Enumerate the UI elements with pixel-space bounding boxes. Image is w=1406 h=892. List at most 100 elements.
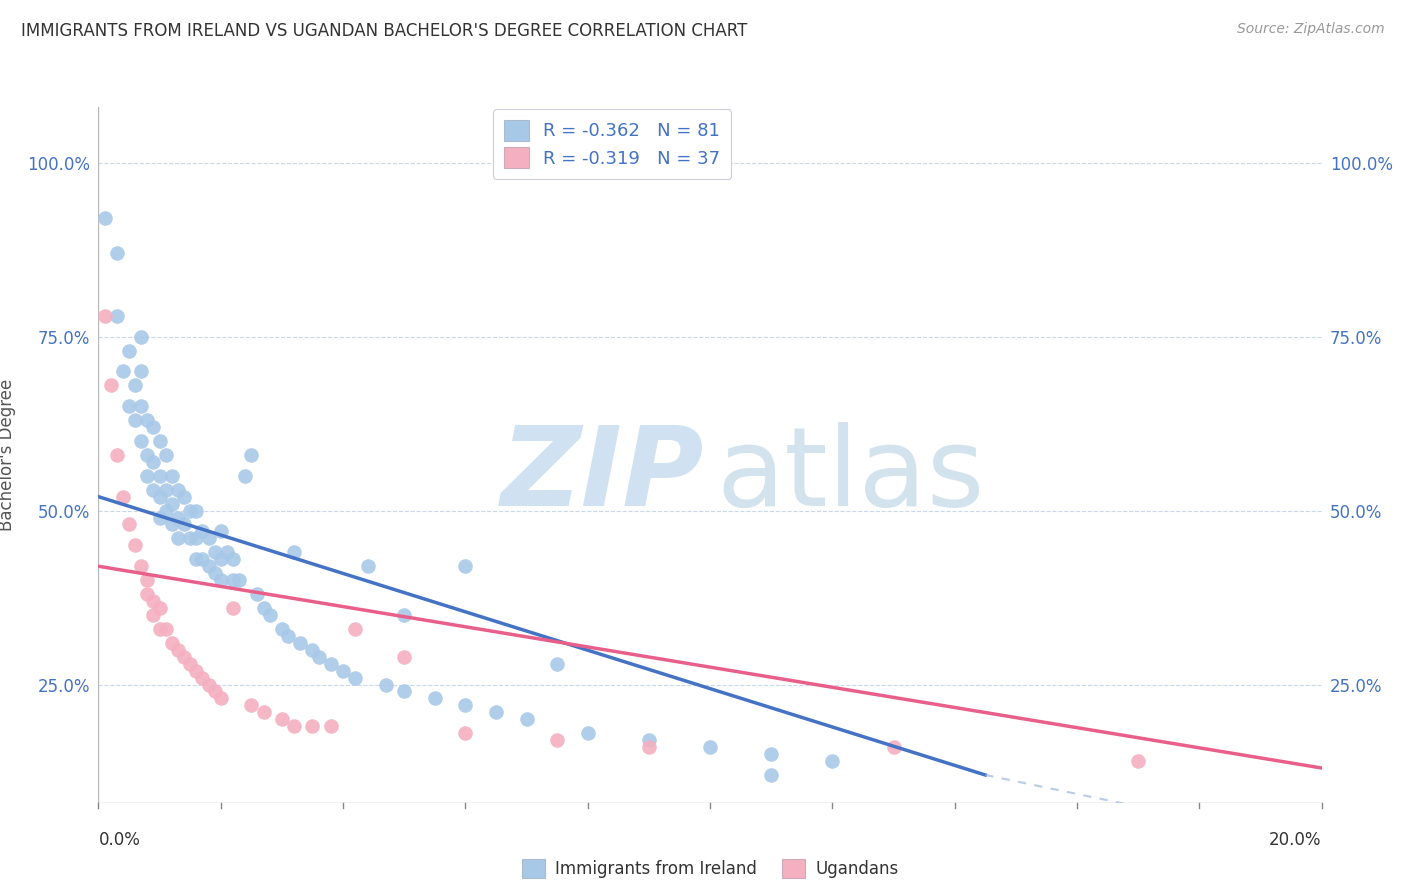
Point <box>149 622 172 636</box>
Legend: Immigrants from Ireland, Ugandans: Immigrants from Ireland, Ugandans <box>515 853 905 885</box>
Point <box>111 490 134 504</box>
Point <box>160 517 183 532</box>
Point <box>191 524 214 539</box>
Point <box>344 622 367 636</box>
Point <box>136 573 159 587</box>
Point <box>252 706 274 720</box>
Point <box>883 740 905 755</box>
Point <box>204 545 226 559</box>
Point <box>160 468 183 483</box>
Point <box>240 698 263 713</box>
Point <box>637 733 661 747</box>
Point <box>149 601 172 615</box>
Point <box>118 517 141 532</box>
Point <box>186 532 208 546</box>
Point <box>283 545 305 559</box>
Point <box>142 420 165 434</box>
Point <box>173 490 195 504</box>
Point <box>197 559 219 574</box>
Point <box>179 657 201 671</box>
Point <box>356 559 378 574</box>
Point <box>423 691 446 706</box>
Point <box>222 552 245 566</box>
Point <box>191 552 214 566</box>
Point <box>319 719 342 733</box>
Point <box>186 503 208 517</box>
Point <box>160 497 183 511</box>
Point <box>105 246 128 260</box>
Point <box>179 532 201 546</box>
Point <box>637 740 661 755</box>
Point <box>167 642 190 657</box>
Point <box>167 483 190 497</box>
Point <box>290 636 312 650</box>
Point <box>240 448 263 462</box>
Point <box>454 726 477 740</box>
Point <box>392 649 416 664</box>
Point <box>204 566 226 581</box>
Point <box>209 524 232 539</box>
Point <box>129 399 152 413</box>
Point <box>454 698 477 713</box>
Point <box>259 607 281 622</box>
Point <box>105 309 128 323</box>
Point <box>308 649 330 664</box>
Point <box>283 719 305 733</box>
Point <box>252 601 274 615</box>
Point <box>759 747 782 761</box>
Point <box>246 587 269 601</box>
Y-axis label: Bachelor's Degree: Bachelor's Degree <box>0 379 15 531</box>
Point <box>699 740 721 755</box>
Point <box>301 642 323 657</box>
Point <box>149 490 172 504</box>
Point <box>160 636 183 650</box>
Point <box>546 733 568 747</box>
Point <box>118 399 141 413</box>
Point <box>191 671 214 685</box>
Point <box>186 664 208 678</box>
Point <box>136 448 159 462</box>
Point <box>179 503 201 517</box>
Point <box>215 545 238 559</box>
Point <box>204 684 226 698</box>
Point <box>516 712 538 726</box>
Point <box>167 532 190 546</box>
Text: ZIP: ZIP <box>501 422 704 529</box>
Point <box>129 559 152 574</box>
Point <box>129 329 152 343</box>
Point <box>197 677 219 691</box>
Point <box>136 413 159 427</box>
Point <box>93 211 115 226</box>
Text: atlas: atlas <box>716 422 984 529</box>
Point <box>233 468 256 483</box>
Point <box>129 364 152 378</box>
Point <box>209 691 232 706</box>
Point <box>197 532 219 546</box>
Point <box>392 607 416 622</box>
Point <box>93 309 115 323</box>
Point <box>332 664 354 678</box>
Point <box>173 649 195 664</box>
Point <box>222 573 245 587</box>
Point <box>142 455 165 469</box>
Point <box>129 434 152 448</box>
Point <box>222 601 245 615</box>
Point <box>105 448 128 462</box>
Point <box>136 468 159 483</box>
Point <box>576 726 599 740</box>
Point <box>319 657 342 671</box>
Point <box>149 434 172 448</box>
Point <box>142 607 165 622</box>
Point <box>118 343 141 358</box>
Point <box>759 768 782 782</box>
Point <box>167 510 190 524</box>
Point <box>485 706 508 720</box>
Point <box>454 559 477 574</box>
Point <box>270 622 292 636</box>
Point <box>186 552 208 566</box>
Point <box>209 552 232 566</box>
Point <box>142 594 165 608</box>
Point <box>155 448 177 462</box>
Point <box>124 538 146 552</box>
Point <box>100 378 122 392</box>
